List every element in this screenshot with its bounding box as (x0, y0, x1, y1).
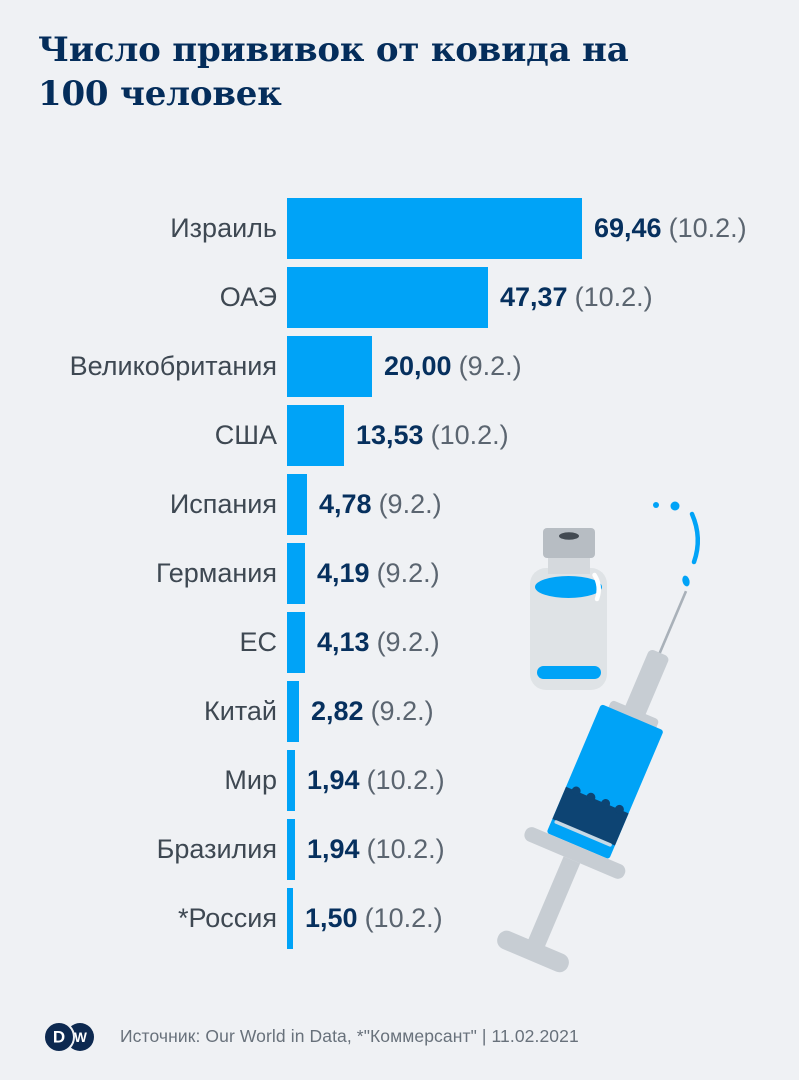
chart-row: Испания 4,78 (9.2.) (38, 474, 747, 535)
country-label: ОАЭ (219, 282, 277, 312)
value-number: 20,00 (384, 351, 452, 381)
chart-row: Мир 1,94 (10.2.) (38, 750, 747, 811)
value-group: 2,82 (9.2.) (311, 698, 434, 725)
chart-row: *Россия 1,50 (10.2.) (38, 888, 747, 949)
value-date: (10.2.) (366, 834, 445, 864)
value-bar (287, 750, 295, 811)
value-date: (9.2.) (458, 351, 522, 381)
value-bar (287, 543, 305, 604)
chart-row: ЕС 4,13 (9.2.) (38, 612, 747, 673)
value-group: 4,19 (9.2.) (317, 560, 440, 587)
value-bar (287, 888, 293, 949)
country-label: ЕС (239, 627, 277, 657)
country-label: Испания (169, 489, 277, 519)
chart-row: Израиль 69,46 (10.2.) (38, 198, 747, 259)
chart-row: ОАЭ 47,37 (10.2.) (38, 267, 747, 328)
value-group: 13,53 (10.2.) (356, 422, 509, 449)
dw-logo-letter-d: D (53, 1028, 65, 1047)
value-date: (9.2.) (378, 489, 442, 519)
value-number: 4,13 (317, 627, 370, 657)
chart-title: Число прививок от ковида на 100 человек (38, 30, 629, 114)
value-bar (287, 198, 582, 259)
country-label: Германия (155, 558, 277, 588)
value-group: 1,50 (10.2.) (305, 905, 443, 932)
country-label: Израиль (170, 213, 277, 243)
chart-row: Великобритания 20,00 (9.2.) (38, 336, 747, 397)
value-number: 2,82 (311, 696, 364, 726)
value-group: 4,13 (9.2.) (317, 629, 440, 656)
value-date: (10.2.) (668, 213, 747, 243)
value-bar (287, 267, 488, 328)
value-date: (9.2.) (376, 627, 440, 657)
value-date: (10.2.) (574, 282, 653, 312)
value-bar (287, 819, 295, 880)
value-number: 47,37 (500, 282, 568, 312)
value-date: (9.2.) (376, 558, 440, 588)
value-number: 4,78 (319, 489, 372, 519)
value-group: 20,00 (9.2.) (384, 353, 522, 380)
value-group: 69,46 (10.2.) (594, 215, 747, 242)
value-group: 1,94 (10.2.) (307, 836, 445, 863)
country-label: Мир (224, 765, 277, 795)
value-group: 1,94 (10.2.) (307, 767, 445, 794)
value-bar (287, 612, 305, 673)
dw-logo: D W (43, 1021, 94, 1053)
chart-row: США 13,53 (10.2.) (38, 405, 747, 466)
value-group: 4,78 (9.2.) (319, 491, 442, 518)
country-label: Бразилия (156, 834, 277, 864)
chart-row: Китай 2,82 (9.2.) (38, 681, 747, 742)
value-number: 4,19 (317, 558, 370, 588)
value-bar (287, 336, 372, 397)
dw-logo-circle-left (43, 1021, 75, 1053)
value-number: 69,46 (594, 213, 662, 243)
value-number: 1,50 (305, 903, 358, 933)
value-date: (10.2.) (364, 903, 443, 933)
chart-row: Бразилия 1,94 (10.2.) (38, 819, 747, 880)
country-label: *Россия (177, 903, 277, 933)
value-number: 1,94 (307, 834, 360, 864)
value-bar (287, 405, 344, 466)
source-text: Источник: Our World in Data, *"Коммерсан… (120, 1026, 579, 1046)
value-group: 47,37 (10.2.) (500, 284, 653, 311)
value-date: (10.2.) (366, 765, 445, 795)
country-label: США (214, 420, 277, 450)
value-date: (9.2.) (370, 696, 434, 726)
dw-logo-letter-w: W (74, 1030, 87, 1045)
value-bar (287, 681, 299, 742)
value-number: 1,94 (307, 765, 360, 795)
chart-row: Германия 4,19 (9.2.) (38, 543, 747, 604)
value-bar (287, 474, 307, 535)
value-number: 13,53 (356, 420, 424, 450)
country-label: Великобритания (69, 351, 277, 381)
country-label: Китай (204, 696, 277, 726)
value-date: (10.2.) (430, 420, 509, 450)
bar-chart: Израиль 69,46 (10.2.) ОАЭ 47,37 (10.2.) Ве… (38, 198, 747, 957)
